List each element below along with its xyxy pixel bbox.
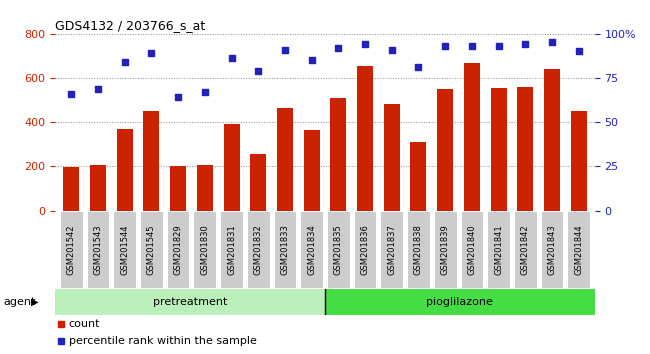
Bar <box>113 211 136 288</box>
Point <box>306 57 317 63</box>
Bar <box>144 111 159 211</box>
Bar <box>140 211 162 288</box>
Text: GSM201545: GSM201545 <box>147 224 156 275</box>
Text: ▶: ▶ <box>31 297 39 307</box>
Point <box>200 89 210 95</box>
Point <box>360 41 370 47</box>
Point <box>173 95 183 100</box>
Text: pioglilazone: pioglilazone <box>426 297 493 307</box>
Text: GSM201834: GSM201834 <box>307 224 316 275</box>
Text: GSM201544: GSM201544 <box>120 224 129 275</box>
Bar <box>437 89 453 211</box>
Point <box>413 64 424 70</box>
Bar <box>194 211 216 288</box>
Bar <box>407 211 430 288</box>
Bar <box>488 211 510 288</box>
Bar <box>55 289 325 315</box>
Text: GSM201832: GSM201832 <box>254 224 263 275</box>
Bar <box>304 130 320 211</box>
Text: GDS4132 / 203766_s_at: GDS4132 / 203766_s_at <box>55 19 205 33</box>
Text: GSM201843: GSM201843 <box>547 224 556 275</box>
Text: GSM201543: GSM201543 <box>94 224 103 275</box>
Bar <box>567 211 590 288</box>
Bar <box>434 211 456 288</box>
Bar <box>461 211 483 288</box>
Text: GSM201542: GSM201542 <box>67 224 76 275</box>
Text: GSM201838: GSM201838 <box>414 224 423 275</box>
Bar <box>86 211 109 288</box>
Bar <box>167 211 189 288</box>
Bar <box>571 111 587 211</box>
Bar <box>300 211 323 288</box>
Text: percentile rank within the sample: percentile rank within the sample <box>69 336 257 346</box>
Bar <box>90 165 106 211</box>
Bar <box>277 108 293 211</box>
Point <box>66 91 77 97</box>
Bar <box>63 167 79 211</box>
Text: GSM201837: GSM201837 <box>387 224 396 275</box>
Point <box>440 43 450 49</box>
Bar <box>410 142 426 211</box>
Text: GSM201842: GSM201842 <box>521 224 530 275</box>
Text: GSM201841: GSM201841 <box>494 224 503 275</box>
Text: GSM201839: GSM201839 <box>441 224 450 275</box>
Bar <box>384 104 400 211</box>
Point <box>573 48 584 54</box>
Text: count: count <box>69 319 100 329</box>
Point <box>547 40 557 45</box>
Bar <box>380 211 403 288</box>
Text: GSM201833: GSM201833 <box>280 224 289 275</box>
Bar <box>117 129 133 211</box>
Text: pretreatment: pretreatment <box>153 297 228 307</box>
Point <box>333 45 344 51</box>
Point <box>387 47 397 52</box>
Bar <box>541 211 564 288</box>
Text: GSM201830: GSM201830 <box>200 224 209 275</box>
Bar <box>491 88 506 211</box>
Bar <box>544 69 560 211</box>
Text: agent: agent <box>3 297 36 307</box>
Bar <box>170 166 186 211</box>
Bar <box>250 154 266 211</box>
Bar <box>220 211 243 288</box>
Bar <box>330 98 346 211</box>
Bar <box>274 211 296 288</box>
Text: GSM201840: GSM201840 <box>467 224 476 275</box>
Bar <box>247 211 270 288</box>
Bar <box>354 211 376 288</box>
Bar <box>327 211 350 288</box>
Point <box>146 50 157 56</box>
Bar <box>357 66 373 211</box>
Text: GSM201829: GSM201829 <box>174 224 183 275</box>
Text: GSM201844: GSM201844 <box>574 224 583 275</box>
Bar <box>60 211 83 288</box>
Point <box>520 41 530 47</box>
Bar <box>325 289 595 315</box>
Point <box>253 68 263 74</box>
Bar <box>464 63 480 211</box>
Text: GSM201831: GSM201831 <box>227 224 236 275</box>
Bar <box>197 165 213 211</box>
Text: GSM201836: GSM201836 <box>361 224 370 275</box>
Point <box>493 43 504 49</box>
Bar <box>517 87 533 211</box>
Bar <box>224 124 240 211</box>
Point <box>226 56 237 61</box>
Text: GSM201835: GSM201835 <box>334 224 343 275</box>
Point <box>120 59 130 65</box>
Point <box>93 86 103 91</box>
Point <box>280 47 290 52</box>
Point <box>467 43 477 49</box>
Bar <box>514 211 537 288</box>
